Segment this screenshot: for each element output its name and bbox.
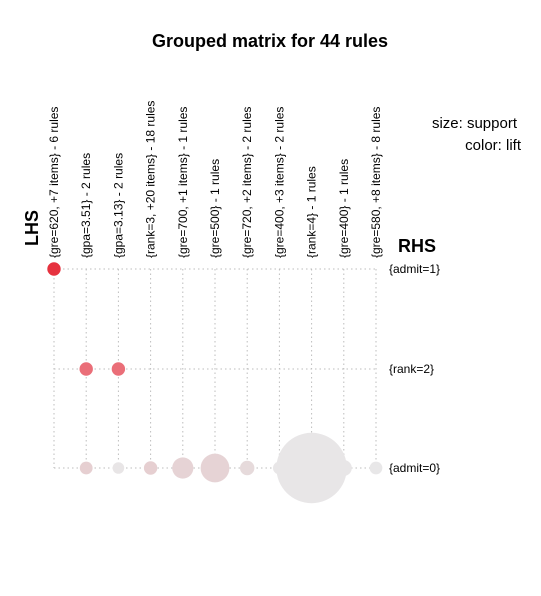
lhs-group-label: {gre=700, +1 items} - 1 rules bbox=[176, 107, 190, 258]
rule-point bbox=[79, 362, 93, 376]
rhs-item-label: {admit=1} bbox=[389, 262, 440, 276]
lhs-group-labels: {gre=620, +7 items} - 6 rules {gpa=3.51} … bbox=[47, 101, 383, 258]
rule-point bbox=[240, 460, 255, 476]
lhs-group-label: {rank=4} - 1 rules bbox=[305, 166, 319, 258]
lhs-group-label: {gpa=3.13} - 2 rules bbox=[111, 153, 125, 258]
color-legend: color: lift bbox=[465, 137, 522, 154]
rhs-item-labels: {admit=1} {rank=2} {admit=0} bbox=[389, 262, 440, 475]
rhs-item-label: {admit=0} bbox=[389, 461, 440, 475]
rule-point bbox=[172, 457, 194, 479]
lhs-group-label: {gre=620, +7 items} - 6 rules bbox=[47, 107, 61, 258]
x-axis-label: LHS bbox=[22, 210, 42, 246]
rule-point bbox=[143, 461, 158, 475]
grid-lines bbox=[53, 268, 378, 469]
rule-point bbox=[369, 461, 383, 475]
rule-point bbox=[112, 462, 125, 474]
lhs-group-label: {gre=720, +2 items} - 2 rules bbox=[240, 107, 254, 258]
size-legend: size: support bbox=[432, 115, 518, 132]
y-axis-label: RHS bbox=[398, 236, 436, 256]
rule-point bbox=[335, 460, 352, 476]
rule-point bbox=[79, 461, 93, 475]
rule-point bbox=[200, 453, 230, 483]
rule-points bbox=[47, 262, 383, 504]
rule-point bbox=[47, 262, 61, 276]
rule-point bbox=[111, 362, 126, 376]
lhs-group-label: {gre=580, +8 items} - 8 rules bbox=[369, 107, 383, 258]
lhs-group-label: {gpa=3.51} - 2 rules bbox=[79, 153, 93, 258]
lhs-group-label: {rank=3, +20 items} - 18 rules bbox=[144, 101, 158, 258]
rhs-item-label: {rank=2} bbox=[389, 362, 434, 376]
rule-point bbox=[276, 432, 347, 504]
lhs-group-label: {gre=500} - 1 rules bbox=[208, 159, 222, 258]
lhs-group-label: {gre=400, +3 items} - 2 rules bbox=[272, 107, 286, 258]
chart-title: Grouped matrix for 44 rules bbox=[152, 31, 388, 51]
lhs-group-label: {gre=400} - 1 rules bbox=[337, 159, 351, 258]
